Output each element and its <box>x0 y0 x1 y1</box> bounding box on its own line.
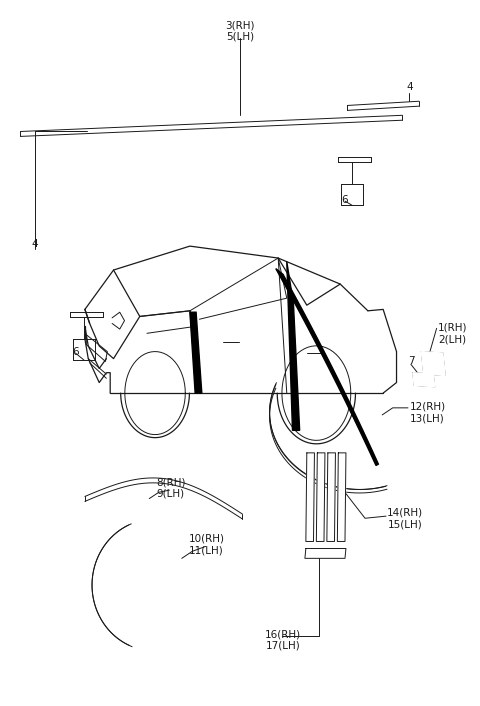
Text: 14(RH)
15(LH): 14(RH) 15(LH) <box>387 508 423 529</box>
Text: 7: 7 <box>408 357 415 366</box>
Text: 6: 6 <box>72 347 79 357</box>
Text: 16(RH)
17(LH): 16(RH) 17(LH) <box>265 629 301 651</box>
Polygon shape <box>276 268 378 465</box>
Polygon shape <box>287 262 300 431</box>
Text: 4: 4 <box>406 82 413 92</box>
Text: 4: 4 <box>32 239 38 249</box>
Text: 10(RH)
11(LH): 10(RH) 11(LH) <box>189 534 225 555</box>
Text: 1(RH)
2(LH): 1(RH) 2(LH) <box>438 323 468 344</box>
Text: 3(RH)
5(LH): 3(RH) 5(LH) <box>225 20 255 42</box>
Polygon shape <box>306 453 314 542</box>
Text: 8(RH)
9(LH): 8(RH) 9(LH) <box>156 477 186 499</box>
Text: 6: 6 <box>342 195 348 205</box>
Polygon shape <box>316 453 325 542</box>
Polygon shape <box>421 352 445 376</box>
Polygon shape <box>327 453 336 542</box>
Polygon shape <box>305 549 346 558</box>
Polygon shape <box>413 373 435 387</box>
Polygon shape <box>337 453 346 542</box>
Polygon shape <box>190 312 202 393</box>
Text: 12(RH)
13(LH): 12(RH) 13(LH) <box>409 402 445 424</box>
